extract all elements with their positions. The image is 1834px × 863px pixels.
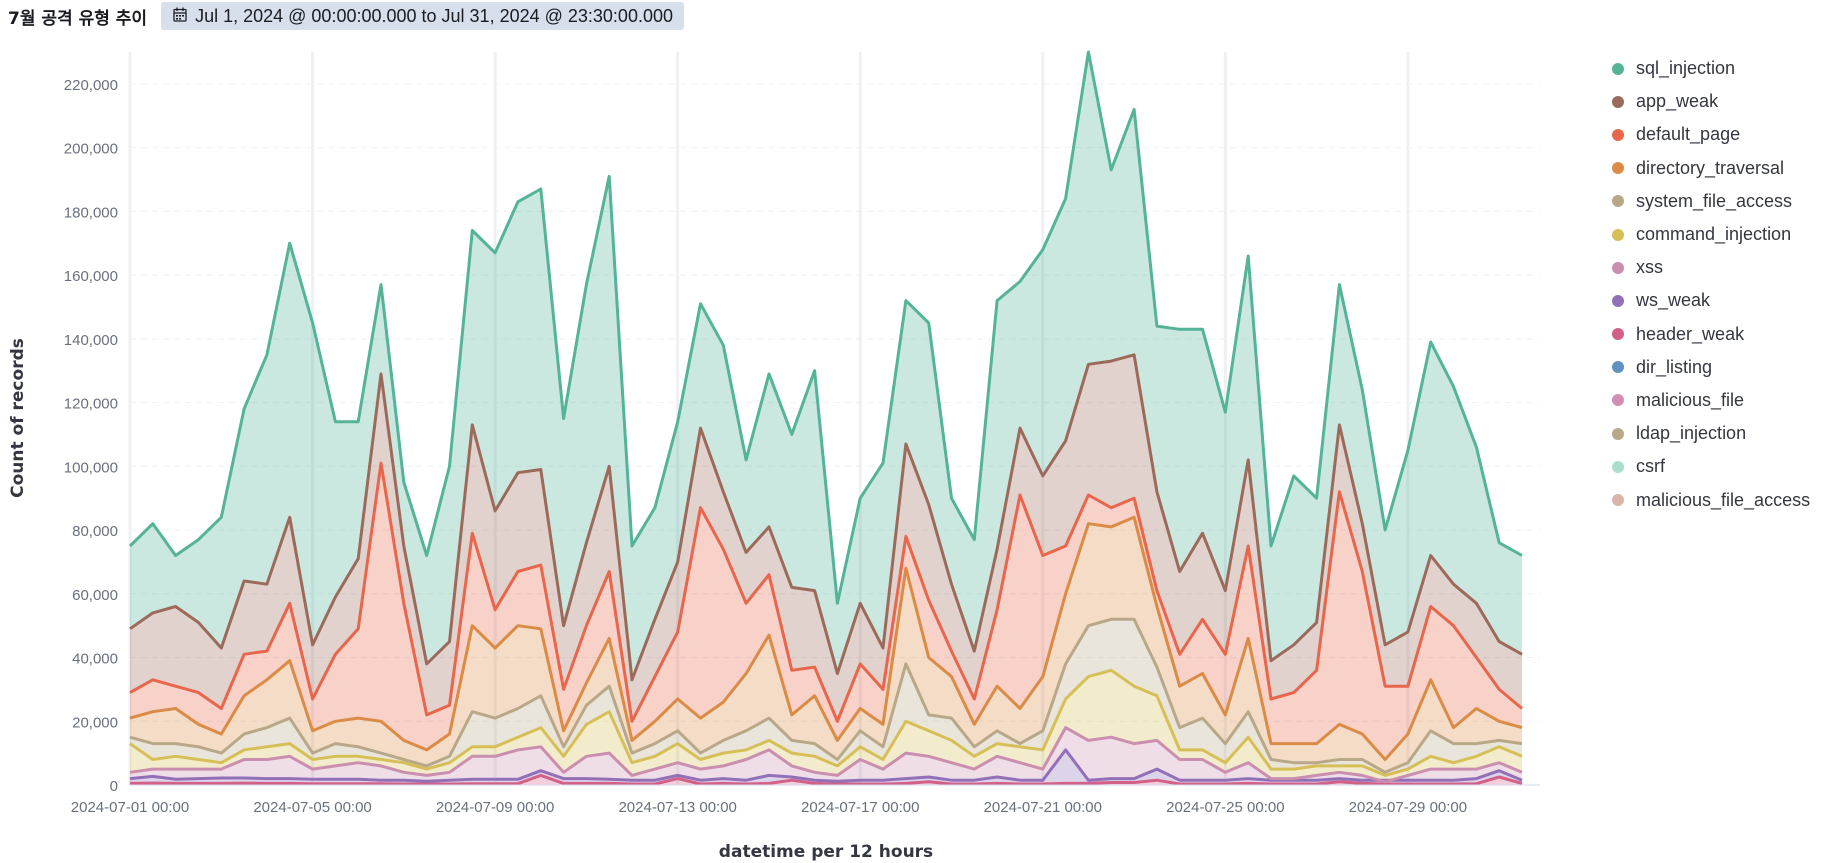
legend-label: malicious_file [1636, 389, 1745, 410]
legend-color-dot [1612, 294, 1624, 307]
x-tick-label: 2024-07-13 00:00 [618, 799, 736, 816]
legend-item-app_weak[interactable]: app_weak [1612, 85, 1810, 118]
legend-label: ws_weak [1636, 290, 1711, 311]
legend-label: default_page [1636, 124, 1741, 145]
y-tick-label: 40,000 [72, 651, 118, 668]
legend-label: system_file_access [1636, 190, 1793, 211]
y-tick-label: 20,000 [72, 714, 118, 731]
legend-color-dot [1612, 361, 1624, 374]
y-tick-label: 180,000 [64, 204, 118, 221]
area-xss [130, 727, 1522, 782]
legend-item-xss[interactable]: xss [1612, 251, 1810, 284]
y-tick-label: 0 [110, 778, 118, 795]
line-header_weak [129, 773, 1523, 786]
line-system_file_access [129, 617, 1523, 774]
legend-item-system_file_access[interactable]: system_file_access [1612, 185, 1810, 218]
x-tick-label: 2024-07-09 00:00 [436, 799, 554, 816]
y-tick-label: 200,000 [64, 141, 118, 158]
area-sql_injection [130, 52, 1522, 680]
legend-color-dot [1612, 128, 1624, 141]
line-app_weak [129, 353, 1523, 682]
legend-color-dot [1612, 228, 1624, 241]
legend-color-dot [1612, 162, 1624, 175]
x-tick-label: 2024-07-17 00:00 [801, 799, 919, 816]
legend-label: malicious_file_access [1636, 489, 1811, 510]
legend-label: command_injection [1636, 224, 1792, 245]
x-tick-label: 2024-07-21 00:00 [984, 799, 1102, 816]
legend-label: csrf [1636, 456, 1665, 477]
legend-label: xss [1636, 257, 1663, 278]
y-tick-label: 140,000 [64, 332, 118, 349]
legend-color-dot [1612, 195, 1624, 208]
line-default_page [129, 461, 1523, 723]
legend-item-command_injection[interactable]: command_injection [1612, 218, 1810, 251]
line-sql_injection [128, 50, 1523, 605]
y-axis-ticks: 0 20,000 40,000 60,000 80,000 100,000 120,000 1… [64, 77, 118, 795]
legend-color-dot [1612, 394, 1624, 407]
legend-item-csrf[interactable]: csrf [1612, 450, 1810, 483]
legend-label: sql_injection [1636, 58, 1736, 79]
legend-color-dot [1612, 62, 1624, 75]
x-tick-label: 2024-07-05 00:00 [253, 799, 371, 816]
line-directory_traversal [129, 515, 1523, 761]
legend-color-dot [1612, 494, 1624, 507]
legend-label: ldap_injection [1636, 423, 1747, 444]
legend-color-dot [1612, 95, 1624, 108]
time-range-text: Jul 1, 2024 @ 00:00:00.000 to Jul 31, 20… [195, 5, 673, 26]
time-range-badge[interactable]: Jul 1, 2024 @ 00:00:00.000 to Jul 31, 20… [161, 2, 684, 30]
y-tick-label: 220,000 [64, 77, 118, 94]
legend-item-directory_traversal[interactable]: directory_traversal [1612, 152, 1810, 185]
line-xss [129, 726, 1523, 784]
legend-item-dir_listing[interactable]: dir_listing [1612, 351, 1810, 384]
x-tick-label: 2024-07-29 00:00 [1349, 799, 1467, 816]
legend-label: header_weak [1636, 323, 1745, 344]
legend-color-dot [1612, 460, 1624, 473]
panel-title: 7월 공격 유형 추이 [8, 8, 148, 29]
legend-item-default_page[interactable]: default_page [1612, 118, 1810, 151]
legend-item-ws_weak[interactable]: ws_weak [1612, 284, 1810, 317]
legend-color-dot [1612, 261, 1624, 274]
line-ws_weak [129, 748, 1523, 783]
panel-header: 7월 공격 유형 추이 Jul 1, 2024 @ 00:00:00.000 t… [8, 2, 684, 30]
series-lines [128, 50, 1523, 786]
y-tick-label: 80,000 [72, 523, 118, 540]
y-tick-label: 160,000 [64, 268, 118, 285]
legend-item-sql_injection[interactable]: sql_injection [1612, 52, 1810, 85]
calendar-icon [173, 6, 187, 27]
y-tick-label: 60,000 [72, 587, 118, 604]
legend-label: app_weak [1636, 91, 1719, 112]
area-default_page [130, 463, 1522, 760]
y-tick-label: 100,000 [64, 459, 118, 476]
y-tick-label: 120,000 [64, 396, 118, 413]
y-axis-label: Count of records [8, 338, 28, 498]
line-command_injection [129, 668, 1523, 777]
legend-label: dir_listing [1636, 356, 1713, 377]
legend-item-ldap_injection[interactable]: ldap_injection [1612, 417, 1810, 450]
x-tick-label: 2024-07-25 00:00 [1166, 799, 1284, 816]
legend-item-malicious_file[interactable]: malicious_file [1612, 384, 1810, 417]
x-axis-ticks: 2024-07-01 00:00 2024-07-05 00:00 2024-07-… [71, 799, 1467, 816]
x-tick-label: 2024-07-01 00:00 [71, 799, 189, 816]
legend-color-dot [1612, 328, 1624, 341]
legend-label: directory_traversal [1636, 157, 1785, 178]
legend-item-header_weak[interactable]: header_weak [1612, 318, 1810, 351]
legend-color-dot [1612, 427, 1624, 440]
x-axis-label: datetime per 12 hours [719, 842, 933, 862]
legend-item-malicious_file_access[interactable]: malicious_file_access [1612, 483, 1810, 516]
